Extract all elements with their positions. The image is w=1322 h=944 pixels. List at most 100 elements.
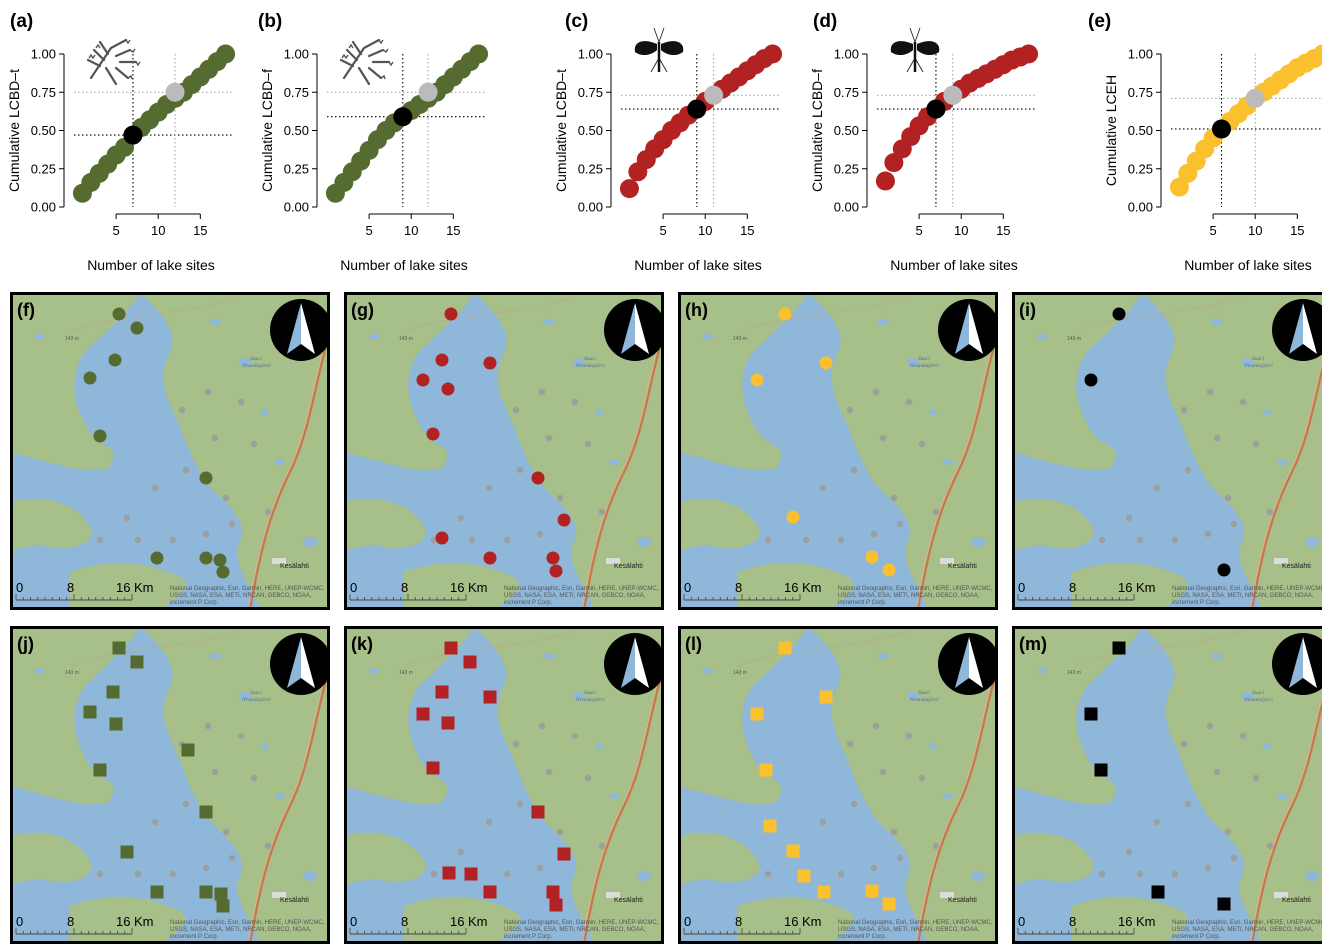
- insect-icon: [890, 27, 940, 73]
- land-southwest: [678, 832, 760, 886]
- small-lake: [573, 358, 585, 366]
- selected-site: [778, 307, 792, 321]
- scale-label-0: 0: [1018, 580, 1025, 595]
- selected-site: [549, 898, 563, 912]
- highlight-point-black: [123, 125, 143, 145]
- reference-site: [222, 494, 230, 502]
- selected-site: [464, 867, 478, 881]
- reference-site: [598, 842, 606, 850]
- x-tick-label: 10: [151, 223, 165, 238]
- small-lake: [543, 319, 555, 325]
- y-tick-label: 1.00: [834, 47, 859, 62]
- reference-site: [764, 536, 772, 544]
- panel-label: (h): [685, 300, 708, 320]
- attribution-line-1: National Geographic, Esri, Garmin, HERE,…: [504, 586, 659, 592]
- scale-bar: 0 8 16 Km: [349, 914, 488, 935]
- north-arrow-icon: [604, 299, 664, 361]
- north-arrow-right: [301, 303, 315, 354]
- small-lake: [637, 871, 651, 881]
- town-area: [606, 558, 620, 564]
- panel-label: (g): [351, 300, 374, 320]
- selected-site: [93, 763, 107, 777]
- selected-site: [819, 690, 833, 704]
- x-axis-label: Number of lake sites: [890, 257, 1018, 273]
- selected-site: [778, 641, 792, 655]
- land-south: [1072, 896, 1188, 944]
- panel-label: (c): [565, 11, 588, 32]
- town-area: [272, 558, 286, 564]
- reference-site: [264, 508, 272, 516]
- x-axis-label: Number of lake sites: [1184, 257, 1312, 273]
- reference-site: [1230, 854, 1238, 862]
- small-lake: [595, 743, 603, 749]
- panel-label: (m): [1019, 634, 1047, 654]
- scale-bar: 0 8 16 Km: [683, 914, 822, 935]
- main-road: [582, 665, 664, 944]
- land-east: [140, 626, 330, 944]
- scale-label-8: 8: [1069, 914, 1076, 929]
- selected-site: [531, 805, 545, 819]
- plant-leaves: [341, 39, 394, 80]
- minor-road: [403, 296, 575, 333]
- minor-road: [737, 296, 909, 333]
- north-arrow-icon: [1272, 299, 1322, 361]
- reference-site: [222, 828, 230, 836]
- reference-site: [202, 530, 210, 538]
- town-label: Kesälahti: [1282, 897, 1311, 904]
- attribution-line-3: increment P Corp.: [1172, 934, 1221, 940]
- island: [344, 700, 374, 726]
- scale-unit: Km: [802, 580, 822, 595]
- y-tick-label: 0.75: [284, 85, 309, 100]
- panel-label: (l): [685, 634, 702, 654]
- north-arrow-left: [287, 303, 301, 354]
- main-road: [582, 331, 664, 610]
- reference-site: [430, 870, 438, 878]
- reference-site: [1224, 494, 1232, 502]
- land-south: [1072, 562, 1188, 610]
- minor-road: [403, 630, 575, 667]
- selected-site: [819, 356, 833, 370]
- data-point: [763, 44, 783, 64]
- small-lake: [1277, 793, 1287, 799]
- reference-site: [571, 398, 579, 406]
- scale-label-16: 16: [116, 914, 130, 929]
- x-axis-label: Number of lake sites: [634, 257, 762, 273]
- scale-label-0: 0: [684, 580, 691, 595]
- reference-site: [584, 774, 592, 782]
- town-label: Kesälahti: [614, 897, 643, 904]
- selected-site: [817, 885, 831, 899]
- reference-site: [890, 828, 898, 836]
- highlight-point-black: [687, 99, 707, 119]
- scale-label-8: 8: [401, 580, 408, 595]
- reference-site: [1206, 388, 1214, 396]
- land-southwest: [10, 498, 92, 552]
- x-tick-label: 10: [1248, 223, 1262, 238]
- data-point: [1169, 177, 1189, 197]
- highlight-point-gray: [943, 85, 963, 105]
- selected-site: [546, 551, 560, 565]
- reference-site: [1252, 440, 1260, 448]
- selected-site: [557, 847, 571, 861]
- north-arrow-icon: [270, 299, 330, 361]
- main-road: [916, 331, 998, 610]
- plant-icon: [339, 38, 394, 86]
- scale-label-16: 16: [450, 580, 464, 595]
- reference-site: [536, 864, 544, 872]
- panel-label: (i): [1019, 300, 1036, 320]
- x-axis-label: Number of lake sites: [87, 257, 215, 273]
- reference-site: [905, 732, 913, 740]
- x-tick-label: 5: [915, 223, 922, 238]
- y-tick-label: 0.50: [31, 123, 56, 138]
- panel-label: (j): [17, 634, 34, 654]
- reference-site: [96, 536, 104, 544]
- x-tick-label: 15: [740, 223, 754, 238]
- reference-site: [850, 466, 858, 474]
- reference-site: [1224, 828, 1232, 836]
- y-axis-label: Cumulative LCBD–f: [259, 69, 275, 192]
- land-east: [808, 626, 998, 944]
- reference-site: [536, 530, 544, 538]
